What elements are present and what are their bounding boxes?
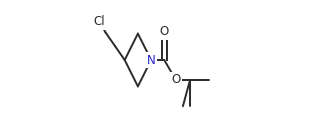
Text: Cl: Cl bbox=[94, 15, 105, 28]
Text: O: O bbox=[160, 25, 169, 38]
Text: N: N bbox=[147, 54, 156, 66]
Text: O: O bbox=[171, 73, 180, 86]
